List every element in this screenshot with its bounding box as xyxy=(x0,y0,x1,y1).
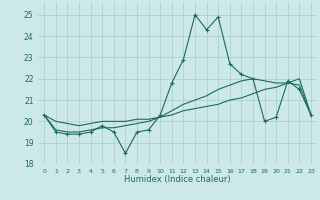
X-axis label: Humidex (Indice chaleur): Humidex (Indice chaleur) xyxy=(124,175,231,184)
